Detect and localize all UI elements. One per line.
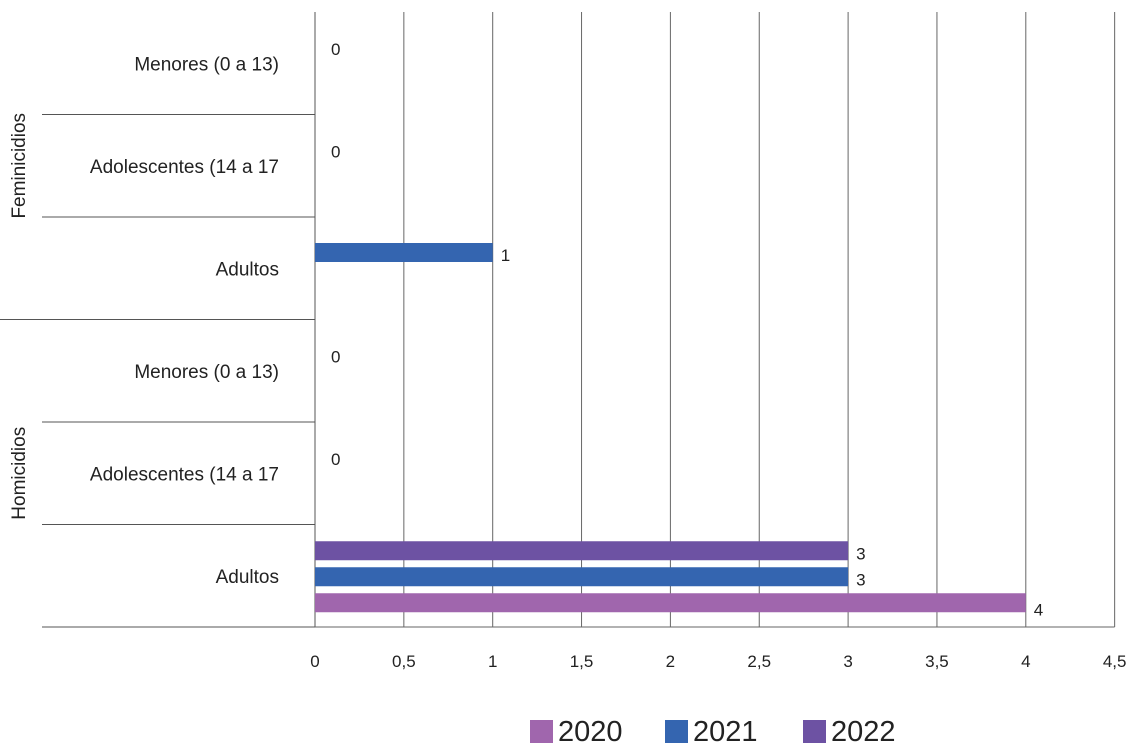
row-separators (0, 114, 315, 628)
category-label: Adultos (216, 567, 279, 588)
data-label: 4 (1034, 600, 1043, 619)
x-tick-label: 3 (843, 652, 852, 671)
grid-lines (314, 12, 1116, 628)
legend-swatch (530, 720, 553, 743)
x-tick-label: 1 (488, 652, 497, 671)
category-label: Menores (0 a 13) (134, 54, 279, 75)
bar-2021 (315, 567, 849, 587)
legend-item-2021: 2021 (665, 716, 758, 746)
bar-2021 (315, 243, 493, 262)
x-tick-label: 3,5 (925, 652, 949, 671)
data-label: 0 (331, 143, 340, 162)
data-labels: 0 0 1 0 0 3 3 4 (331, 40, 1043, 619)
legend-item-2022: 2022 (803, 716, 896, 746)
x-tick-label: 2,5 (747, 652, 771, 671)
bar-2022 (315, 541, 849, 561)
legend-label: 2022 (831, 716, 896, 746)
category-label: Adolescentes (14 a 17 (90, 157, 279, 178)
data-label: 3 (856, 570, 865, 589)
legend-swatch (665, 720, 688, 743)
x-tick-label: 2 (666, 652, 675, 671)
data-label: 3 (856, 544, 865, 563)
group-label: Feminicidios (9, 113, 30, 219)
data-label: 1 (501, 246, 510, 265)
bars (315, 243, 1026, 613)
x-tick-label: 4,5 (1103, 652, 1126, 671)
category-label: Adultos (216, 259, 279, 280)
legend-swatch (803, 720, 826, 743)
group-label: Homicidios (9, 427, 30, 520)
x-axis-ticks: 0 0,5 1 1,5 2 2,5 3 3,5 4 4,5 (310, 652, 1126, 671)
legend-label: 2021 (693, 716, 758, 746)
data-label: 0 (331, 450, 340, 469)
x-tick-label: 0 (310, 652, 319, 671)
x-tick-label: 0,5 (392, 652, 416, 671)
category-labels: Menores (0 a 13) Adolescentes (14 a 17 Adu… (90, 54, 279, 588)
legend-item-2020: 2020 (530, 716, 623, 746)
x-tick-label: 1,5 (570, 652, 594, 671)
category-label: Menores (0 a 13) (134, 362, 279, 383)
group-labels: Feminicidios Homicidios (9, 113, 30, 520)
data-label: 0 (331, 40, 340, 59)
legend-label: 2020 (558, 716, 623, 746)
category-label: Adolescentes (14 a 17 (90, 464, 279, 485)
x-tick-label: 4 (1021, 652, 1030, 671)
legend: 2020 2021 2022 (530, 716, 896, 746)
data-label: 0 (331, 348, 340, 367)
bar-2020 (315, 593, 1026, 613)
